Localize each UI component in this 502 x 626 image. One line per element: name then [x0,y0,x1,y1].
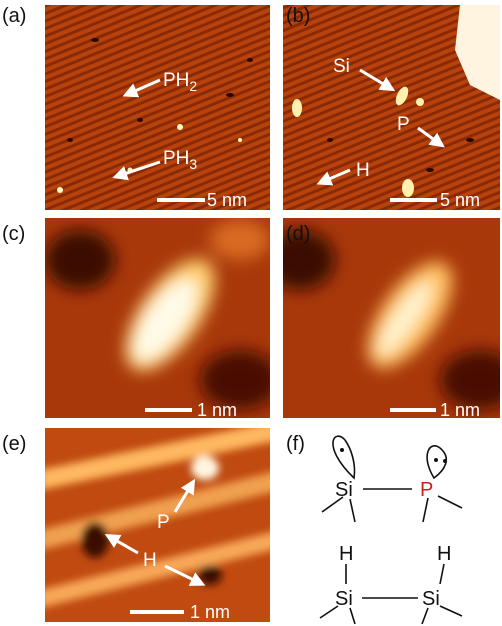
scale-bar-label: 1 nm [197,400,237,420]
panel-d: (d) 1 nm [283,218,500,420]
text-part: 2 [189,78,197,94]
panel-a: (a) PH2 PH3 5 nm [2,5,270,210]
panel-label: (f) [286,433,305,455]
scale-bar-label: 5 nm [207,190,247,210]
panel-b: (b) Si P H 5 nm [283,5,500,210]
panel-f: (f) Si P H H Si Si [286,433,463,625]
annotation: PH3 [163,148,197,172]
panel-label: (d) [286,223,310,245]
atom: Si [422,588,440,610]
annotation: PH2 [163,70,197,94]
scale-bar-label: 5 nm [440,190,480,210]
annotation: P [397,114,410,135]
annotation: P [157,512,170,533]
panel-label: (c) [2,223,25,245]
panel-e: (e) P H 1 nm [2,428,270,622]
annotation: H [356,160,370,181]
panel-label: (b) [286,5,310,27]
annotation: Si [333,56,350,77]
text-part: PH [163,148,189,169]
scale-bar-label: 1 nm [440,400,480,420]
atom: H [339,543,353,565]
scale-bar-label: 1 nm [190,602,230,622]
atom: Si [335,588,353,610]
atom: P [420,479,433,501]
panel-c: (c) 1 nm [2,218,270,420]
panel-label: (a) [2,5,26,27]
text-part: PH [163,70,189,91]
text-part: 3 [189,156,197,172]
annotation: H [143,550,157,571]
panel-label: (e) [2,433,26,455]
atom: H [437,543,451,565]
atom: Si [335,479,353,501]
